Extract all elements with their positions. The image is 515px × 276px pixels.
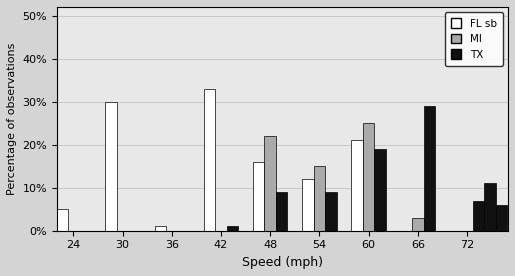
Bar [56,209,67,231]
Bar [412,218,423,231]
Bar [227,227,238,231]
Bar [473,201,484,231]
Bar [253,162,265,231]
Bar [423,106,435,231]
Y-axis label: Percentage of observations: Percentage of observations [7,43,17,195]
Bar [204,89,215,231]
Bar [325,192,337,231]
Bar [374,149,386,231]
Bar [484,184,496,231]
Legend: FL sb, MI, TX: FL sb, MI, TX [444,12,503,66]
Bar [302,179,314,231]
Bar [496,205,507,231]
Bar [154,227,166,231]
Bar [351,140,363,231]
Bar [106,102,117,231]
X-axis label: Speed (mph): Speed (mph) [242,256,323,269]
Bar [276,192,287,231]
Bar [363,123,374,231]
Bar [265,136,276,231]
Bar [314,166,325,231]
